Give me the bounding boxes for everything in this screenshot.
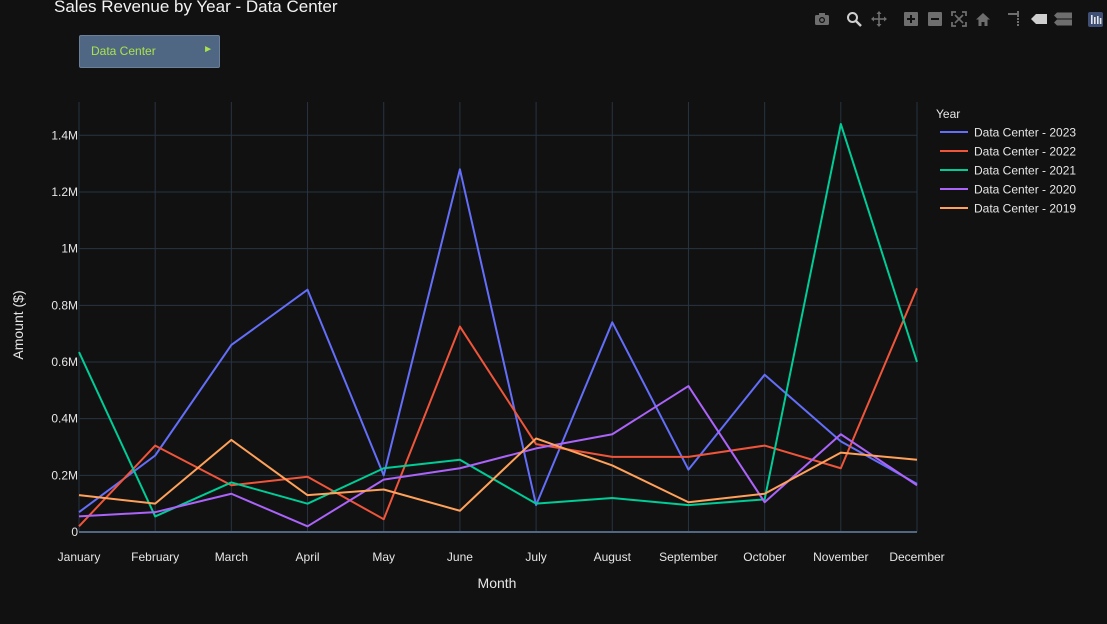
- plotly-logo-icon[interactable]: [1086, 10, 1104, 28]
- dropdown-label: Data Center: [91, 44, 156, 58]
- y-tick-label: 0.2M: [51, 468, 78, 482]
- x-tick-label: March: [215, 550, 248, 564]
- series-lines: [78, 122, 918, 528]
- x-tick-label: November: [813, 550, 868, 564]
- x-tick-label: December: [889, 550, 944, 564]
- y-tick-label: 1M: [61, 242, 78, 256]
- legend: Year Data Center - 2023 Data Center - 202…: [936, 107, 1076, 216]
- x-tick-label: August: [594, 550, 632, 564]
- zoom-in-icon[interactable]: [902, 10, 920, 28]
- x-axis-title: Month: [478, 575, 517, 591]
- x-tick-label: January: [58, 550, 101, 564]
- reset-axes-icon[interactable]: [974, 10, 992, 28]
- legend-entry: Data Center - 2020: [974, 183, 1076, 197]
- grid: [78, 102, 918, 533]
- x-tick-label: June: [447, 550, 473, 564]
- zoom-out-icon[interactable]: [926, 10, 944, 28]
- y-tick-label: 0.4M: [51, 412, 78, 426]
- camera-icon[interactable]: [813, 10, 831, 28]
- legend-entry: Data Center - 2021: [974, 164, 1076, 178]
- dropdown-arrow-icon: ►: [203, 44, 213, 55]
- zoom-icon[interactable]: [845, 10, 863, 28]
- y-tick-label: 0: [71, 525, 78, 539]
- chart-title: Sales Revenue by Year - Data Center: [54, 0, 338, 16]
- axis-ticks: January February March April May June July Augu…: [51, 128, 944, 564]
- x-tick-label: May: [372, 550, 395, 564]
- series-line: [78, 168, 918, 513]
- legend-entry: Data Center - 2023: [974, 126, 1076, 140]
- x-tick-label: October: [743, 550, 786, 564]
- series-line: [78, 385, 918, 528]
- legend-title: Year: [936, 107, 960, 121]
- legend-entry: Data Center - 2019: [974, 202, 1076, 216]
- x-tick-label: April: [296, 550, 320, 564]
- x-tick-label: July: [525, 550, 546, 564]
- spike-lines-icon[interactable]: [1006, 10, 1024, 28]
- y-tick-label: 0.6M: [51, 355, 78, 369]
- x-tick-label: February: [131, 550, 179, 564]
- x-tick-label: September: [659, 550, 718, 564]
- y-axis-title: Amount ($): [10, 290, 26, 359]
- series-line: [78, 287, 918, 528]
- series-line: [78, 122, 918, 518]
- y-tick-label: 1.2M: [51, 185, 78, 199]
- hover-compare-icon[interactable]: [1054, 10, 1072, 28]
- series-line: [78, 437, 918, 512]
- category-dropdown[interactable]: Data Center ►: [79, 35, 220, 68]
- legend-entry: Data Center - 2022: [974, 145, 1076, 159]
- hover-closest-icon[interactable]: [1030, 10, 1048, 28]
- autoscale-icon[interactable]: [950, 10, 968, 28]
- y-tick-label: 1.4M: [51, 128, 78, 142]
- y-tick-label: 0.8M: [51, 298, 78, 312]
- pan-icon[interactable]: [870, 10, 888, 28]
